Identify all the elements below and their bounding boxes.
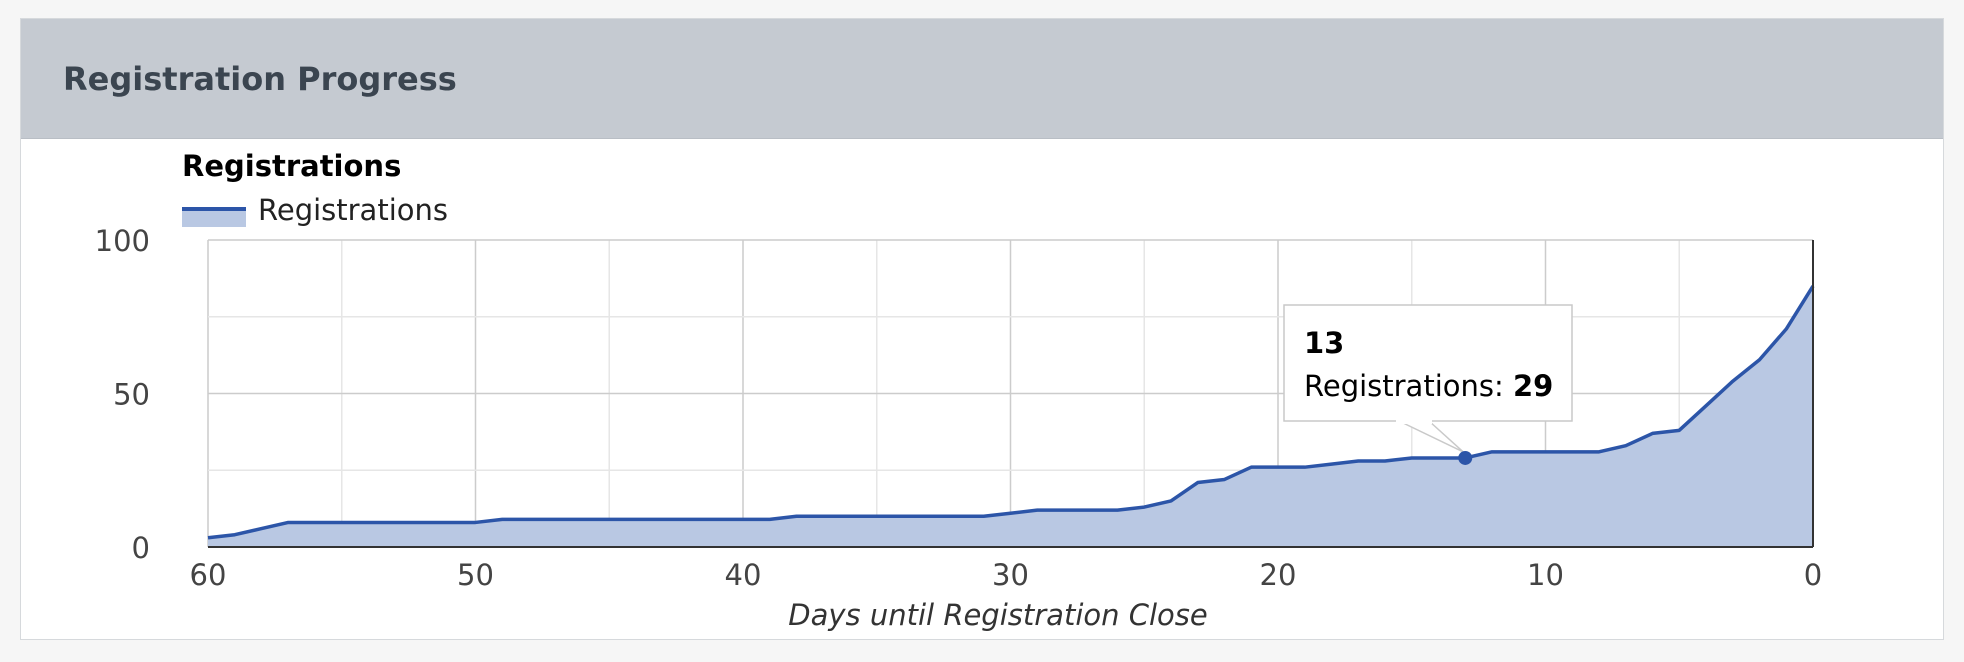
chart-series <box>207 285 1815 547</box>
y-tick-label: 0 <box>132 531 150 565</box>
panel-title: Registration Progress <box>63 59 457 98</box>
series-area-registrations <box>208 286 1813 547</box>
legend-label: Registrations <box>258 193 448 227</box>
highlighted-point <box>1458 450 1473 465</box>
y-tick-label: 100 <box>95 224 150 258</box>
chart-legend[interactable]: Registrations <box>182 193 448 227</box>
series-line-registrations <box>207 285 1815 540</box>
tooltip-box <box>1283 304 1573 422</box>
x-tick-label: 50 <box>457 558 494 592</box>
panel-header: Registration Progress <box>21 19 1943 139</box>
chart-tooltip: 13 Registrations: 29 <box>1283 304 1573 465</box>
tooltip-pointer-mask <box>1396 418 1432 424</box>
tooltip-series-label: Registrations: <box>1304 369 1513 403</box>
x-tick-label: 60 <box>190 558 227 592</box>
tooltip-x-value: 13 <box>1304 326 1344 360</box>
x-tick-label: 20 <box>1260 558 1297 592</box>
x-tick-label: 0 <box>1804 558 1822 592</box>
tooltip-series-text: Registrations: 29 <box>1304 369 1553 403</box>
x-tick-label: 10 <box>1527 558 1564 592</box>
x-tick-label: 30 <box>992 558 1029 592</box>
tooltip-series-value: 29 <box>1513 369 1553 403</box>
legend-swatch-fill <box>182 208 246 227</box>
y-tick-label: 50 <box>113 378 150 412</box>
tooltip-pointer <box>1398 420 1464 453</box>
x-axis-label: Days until Registration Close <box>788 598 1207 632</box>
x-tick-label: 40 <box>725 558 762 592</box>
chart-title: Registrations <box>182 149 401 183</box>
